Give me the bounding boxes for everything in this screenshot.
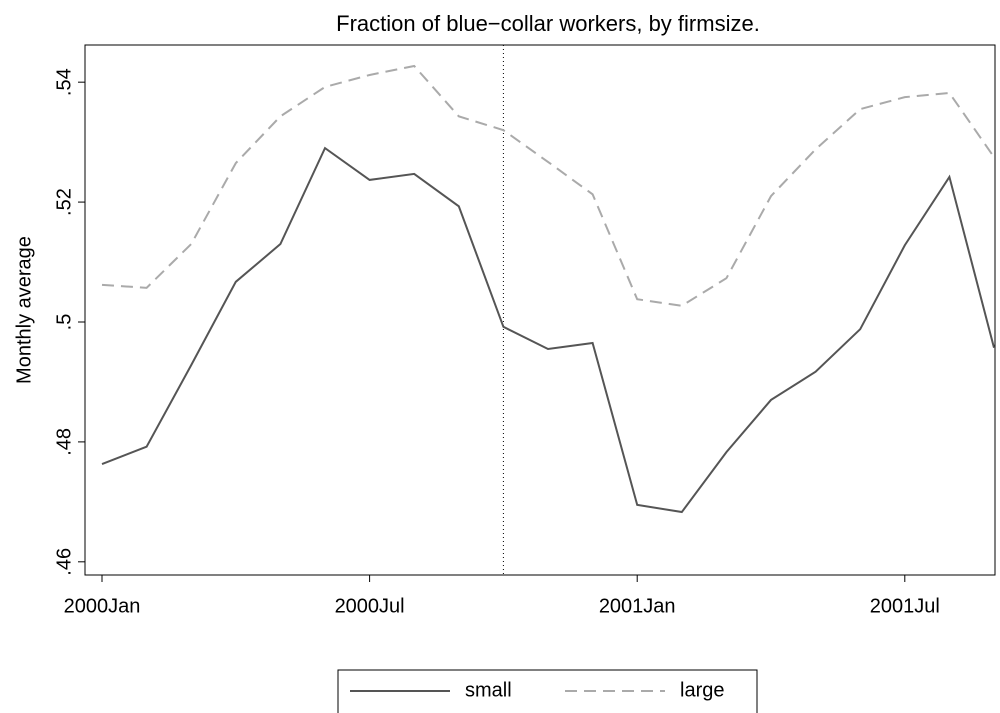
y-tick-label: .5 bbox=[53, 314, 75, 331]
chart-title: Fraction of blue−collar workers, by firm… bbox=[336, 11, 760, 36]
legend-label: small bbox=[465, 679, 512, 701]
y-tick-label: .48 bbox=[53, 428, 75, 456]
legend-label: large bbox=[680, 679, 724, 701]
y-tick-label: .52 bbox=[53, 188, 75, 216]
series-line bbox=[101, 146, 995, 514]
x-tick-label: 2001Jan bbox=[599, 595, 676, 617]
y-tick-label: .46 bbox=[53, 548, 75, 576]
x-tick-label: 2001Jul bbox=[870, 595, 940, 617]
series-line bbox=[101, 64, 995, 307]
x-tick-label: 2000Jan bbox=[64, 595, 141, 617]
y-axis-label: Monthly average bbox=[13, 236, 35, 384]
plot-frame bbox=[84, 44, 996, 576]
x-tick-label: 2000Jul bbox=[335, 595, 405, 617]
y-tick-label: .54 bbox=[53, 68, 75, 96]
